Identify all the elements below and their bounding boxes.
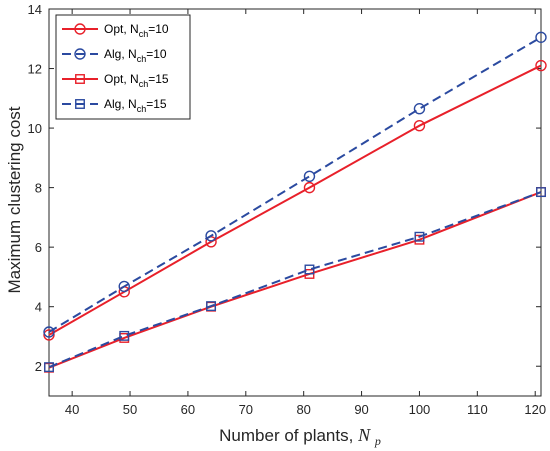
data-point	[43, 326, 55, 338]
data-point	[303, 170, 316, 183]
series-group	[43, 31, 547, 373]
legend-label-tail: =10	[148, 22, 169, 36]
data-point	[303, 181, 316, 194]
legend-entry: Alg, Nch=10	[62, 47, 167, 64]
x-tick-label: 60	[181, 402, 195, 417]
data-point	[206, 301, 217, 312]
legend-label-tail: =15	[146, 97, 167, 111]
legend-label-tail: =10	[146, 47, 167, 61]
series-2	[43, 31, 547, 338]
x-axis-label: Number of plants, N p	[219, 425, 381, 448]
data-point	[535, 59, 547, 72]
legend-label: Opt, Nch=15	[104, 72, 169, 89]
data-point	[413, 103, 426, 115]
series-line	[48, 36, 542, 333]
data-point	[414, 231, 425, 242]
data-point	[536, 187, 546, 198]
data-point	[44, 362, 54, 373]
y-tick-label: 12	[28, 62, 42, 77]
series-line	[48, 64, 542, 336]
data-point	[118, 280, 130, 293]
x-tick-label: 40	[65, 402, 79, 417]
legend-label-main: Opt, N	[104, 22, 139, 36]
ticks-group: 40 50 60 70 80 90 100 110 120 2 4 6 8 10 12 14	[28, 2, 547, 417]
legend-box	[55, 14, 191, 120]
legend-label-sub: ch	[139, 79, 149, 89]
series-line	[48, 191, 542, 369]
series-1	[43, 59, 547, 341]
legend-marker	[74, 48, 86, 60]
legend-label: Alg, Nch=10	[104, 47, 167, 64]
legend-marker	[75, 99, 85, 109]
legend-marker	[74, 23, 86, 35]
data-point	[43, 329, 55, 341]
series-4	[44, 187, 546, 373]
y-axis-label: Maximum clustering cost	[5, 106, 24, 293]
legend-label: Opt, Nch=10	[104, 22, 169, 39]
x-tick-label: 110	[467, 402, 488, 417]
legend-marker	[75, 74, 85, 84]
y-tick-label: 2	[35, 359, 42, 374]
x-tick-label: 100	[409, 402, 431, 417]
legend-entry: Opt, Nch=15	[62, 72, 169, 89]
legend-label-sub: ch	[139, 29, 149, 39]
x-tick-label: 70	[239, 402, 253, 417]
x-axis-label-subscript: p	[374, 434, 381, 448]
data-point	[413, 119, 426, 132]
series-line	[48, 191, 542, 369]
legend-label: Alg, Nch=15	[104, 97, 167, 114]
y-tick-label: 14	[28, 2, 42, 17]
legend-label-sub: ch	[137, 54, 147, 64]
legend-label-sub: ch	[137, 104, 147, 114]
data-point	[119, 330, 130, 341]
x-tick-label: 120	[524, 402, 546, 417]
data-point	[535, 31, 547, 43]
x-tick-label: 90	[354, 402, 368, 417]
x-axis-label-text: Number of plants,	[219, 426, 353, 445]
x-tick-label: 80	[296, 402, 310, 417]
x-tick-label: 50	[123, 402, 137, 417]
x-axis-label-symbol: N	[357, 425, 371, 445]
y-tick-label: 4	[35, 300, 42, 315]
legend-entry: Alg, Nch=15	[62, 97, 167, 114]
legend-label-tail: =15	[148, 72, 169, 86]
y-tick-label: 6	[35, 240, 42, 255]
legend-label-main: Opt, N	[104, 72, 139, 86]
legend-label-main: Alg, N	[104, 97, 137, 111]
data-point	[205, 230, 217, 242]
legend-label-main: Alg, N	[104, 47, 137, 61]
y-tick-label: 8	[35, 181, 42, 196]
y-tick-label: 10	[28, 121, 42, 136]
legend-entry: Opt, Nch=10	[62, 22, 169, 39]
data-point	[304, 264, 315, 275]
